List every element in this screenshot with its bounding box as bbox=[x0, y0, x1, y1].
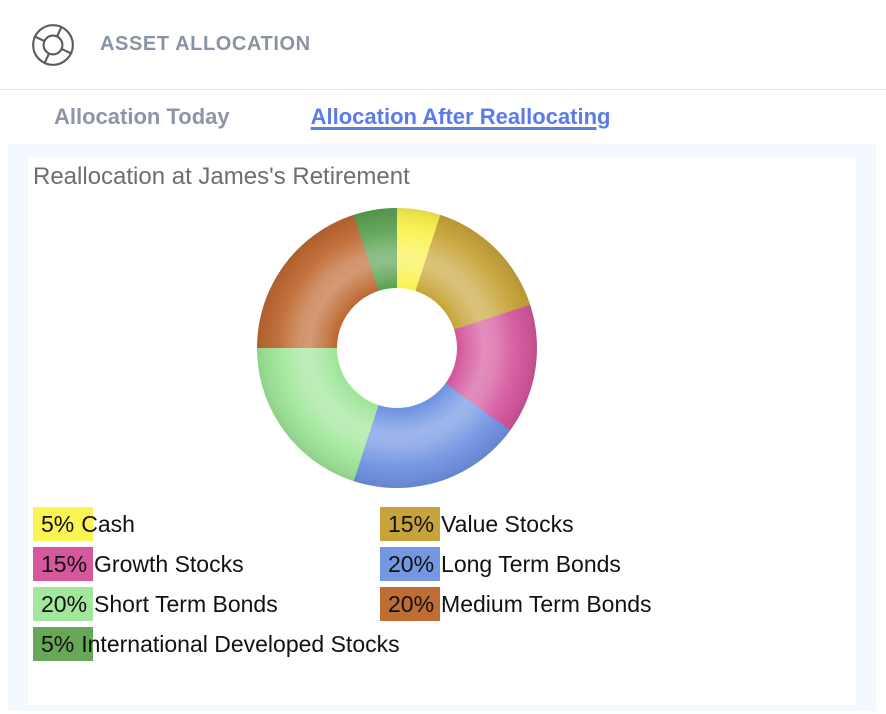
legend-pct: 20% bbox=[388, 591, 435, 617]
tab-bar: Allocation Today Allocation After Reallo… bbox=[0, 90, 886, 144]
legend-item-medium-term-bonds: 20% Medium Term Bonds bbox=[380, 587, 652, 621]
legend-pct: 15% bbox=[41, 551, 88, 577]
legend-label: International Developed Stocks bbox=[81, 631, 400, 657]
legend-swatch-short-term-bonds bbox=[33, 587, 93, 621]
legend-item-growth-stocks: 15% Growth Stocks bbox=[33, 547, 380, 581]
legend-item-cash: 5% Cash bbox=[33, 507, 380, 541]
legend-pct: 15% bbox=[388, 511, 435, 537]
donut-chart-icon bbox=[32, 23, 74, 66]
chart-legend: 5% Cash 15% Value Stocks 15% Growth Stocks … bbox=[33, 507, 652, 667]
tab-allocation-after-reallocating[interactable]: Allocation After Reallocating bbox=[306, 96, 615, 138]
tab-allocation-today[interactable]: Allocation Today bbox=[54, 104, 230, 129]
widget-header: ASSET ALLOCATION bbox=[0, 0, 886, 90]
legend-pct: 20% bbox=[41, 591, 88, 617]
legend-item-short-term-bonds: 20% Short Term Bonds bbox=[33, 587, 380, 621]
donut-chart bbox=[257, 208, 537, 488]
legend-item-international-developed-stocks: 5% International Developed Stocks bbox=[33, 627, 400, 661]
legend-pct: 5% bbox=[41, 511, 75, 537]
chart-panel: Reallocation at James's Retirement 5% Cas… bbox=[8, 144, 876, 711]
legend-swatch-cash bbox=[33, 507, 93, 541]
legend-swatch-international-developed-stocks bbox=[33, 627, 93, 661]
legend-label: Short Term Bonds bbox=[94, 591, 278, 617]
legend-swatch-growth-stocks bbox=[33, 547, 93, 581]
legend-swatch-medium-term-bonds bbox=[380, 587, 440, 621]
legend-pct: 20% bbox=[388, 551, 435, 577]
chart-title: Reallocation at James's Retirement bbox=[33, 163, 410, 190]
legend-label: Medium Term Bonds bbox=[441, 591, 652, 617]
legend-label: Cash bbox=[81, 511, 135, 537]
legend-label: Long Term Bonds bbox=[441, 551, 621, 577]
legend-item-long-term-bonds: 20% Long Term Bonds bbox=[380, 547, 652, 581]
legend-label: Value Stocks bbox=[441, 511, 574, 537]
legend-item-value-stocks: 15% Value Stocks bbox=[380, 507, 652, 541]
legend-label: Growth Stocks bbox=[94, 551, 244, 577]
legend-swatch-long-term-bonds bbox=[380, 547, 440, 581]
legend-pct: 5% bbox=[41, 631, 75, 657]
chart-area: Reallocation at James's Retirement 5% Cas… bbox=[28, 157, 856, 705]
widget-title: ASSET ALLOCATION bbox=[100, 33, 311, 55]
legend-swatch-value-stocks bbox=[380, 507, 440, 541]
